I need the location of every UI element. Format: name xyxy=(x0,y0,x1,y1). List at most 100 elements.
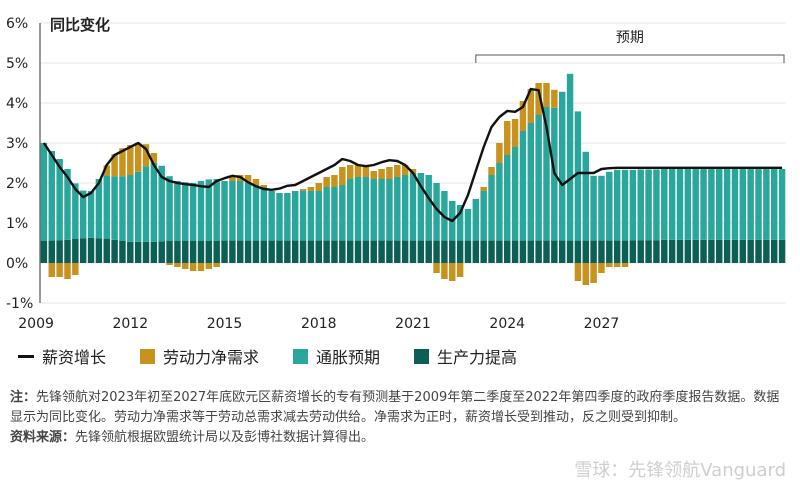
bar-inflation xyxy=(103,175,110,239)
bar-labor-demand xyxy=(582,263,589,285)
bar-inflation xyxy=(425,175,432,241)
bar-inflation xyxy=(558,91,566,241)
bar-inflation xyxy=(488,175,495,241)
bar-labor-demand xyxy=(606,263,613,267)
bar-inflation xyxy=(346,179,354,241)
bar-inflation xyxy=(158,165,165,242)
bar-labor-demand xyxy=(252,179,260,185)
bar-productivity xyxy=(425,240,432,263)
bar-productivity xyxy=(409,240,417,263)
bar-labor-demand xyxy=(213,263,220,267)
bar-labor-demand xyxy=(182,263,189,269)
source-text: 资料来源：先锋领航根据欧盟统计局以及彭博社数据计算得出。 xyxy=(10,428,790,448)
bar-productivity xyxy=(449,240,456,263)
bar-productivity xyxy=(237,240,244,263)
bar-inflation xyxy=(323,187,330,241)
y-tick-label: 1% xyxy=(6,216,28,232)
bar-productivity xyxy=(174,241,181,263)
bar-inflation xyxy=(111,176,118,240)
bar-inflation xyxy=(464,209,472,241)
x-tick-label: 2009 xyxy=(18,316,54,332)
bar-labor-demand xyxy=(433,263,440,273)
y-tick-label: 2% xyxy=(6,176,28,192)
bar-productivity xyxy=(331,240,338,263)
bar-labor-demand xyxy=(229,177,236,181)
bar-inflation xyxy=(127,175,134,242)
bar-productivity xyxy=(95,238,103,263)
bar-inflation xyxy=(543,107,550,241)
bar-inflation xyxy=(456,205,464,241)
bar-labor-demand xyxy=(72,263,79,275)
bar-productivity xyxy=(134,241,142,263)
bar-productivity xyxy=(378,240,385,263)
bar-inflation xyxy=(142,166,150,242)
bar-labor-demand xyxy=(166,263,173,265)
bar-productivity xyxy=(284,240,291,263)
bar-labor-demand xyxy=(331,175,338,187)
bar-productivity xyxy=(260,240,268,263)
bar-inflation xyxy=(684,169,692,240)
bar-productivity xyxy=(244,240,252,263)
bar-productivity xyxy=(401,240,409,263)
bar-inflation xyxy=(339,185,346,241)
bar-inflation xyxy=(48,151,55,241)
bar-labor-demand xyxy=(441,263,448,279)
bar-inflation xyxy=(331,187,338,241)
bar-productivity xyxy=(590,240,597,263)
bar-inflation xyxy=(708,169,715,240)
bar-productivity xyxy=(291,240,299,263)
bar-inflation xyxy=(661,169,668,240)
bar-productivity xyxy=(197,241,205,263)
bar-labor-demand xyxy=(535,83,542,115)
bar-inflation xyxy=(182,182,189,241)
source-body: 先锋领航根据欧盟统计局以及彭博社数据计算得出。 xyxy=(75,430,375,445)
x-tick-labels: 2009 2012 2015 2018 2021 2024 2027 xyxy=(18,316,619,332)
bar-productivity xyxy=(692,239,699,263)
bar-inflation xyxy=(504,155,511,241)
bar-inflation xyxy=(409,173,417,241)
bar-inflation xyxy=(778,169,786,240)
bar-productivity xyxy=(723,239,731,263)
bar-labor-demand xyxy=(189,263,197,271)
legend-label-wage: 薪资增长 xyxy=(42,348,107,367)
bar-inflation xyxy=(700,169,707,240)
bar-productivity xyxy=(307,240,315,263)
y-tick-label: 4% xyxy=(6,96,28,112)
bar-inflation xyxy=(613,169,621,241)
bar-labor-demand xyxy=(551,89,558,108)
x-tick-label: 2021 xyxy=(395,316,431,332)
bar-inflation xyxy=(621,169,629,241)
y-tick-label: 5% xyxy=(6,56,28,72)
bar-productivity xyxy=(480,240,487,263)
bar-productivity xyxy=(527,240,535,263)
bar-inflation xyxy=(527,123,535,241)
bar-productivity xyxy=(386,240,393,263)
bar-inflation xyxy=(95,179,103,239)
bar-inflation xyxy=(747,169,754,240)
bar-inflation xyxy=(653,169,660,241)
bar-inflation xyxy=(221,181,228,241)
bar-labor-demand xyxy=(449,263,456,281)
wage-growth-line xyxy=(42,87,783,223)
x-tick-label: 2024 xyxy=(489,316,525,332)
bar-labor-demand xyxy=(543,83,550,107)
bar-labor-demand xyxy=(134,143,142,172)
bar-inflation xyxy=(189,183,197,241)
bar-labor-demand xyxy=(260,185,268,187)
bar-productivity xyxy=(613,240,621,263)
legend-label-productivity: 生产力提高 xyxy=(437,348,518,367)
bar-labor-demand xyxy=(307,187,315,191)
bar-productivity xyxy=(111,239,118,263)
bar-productivity xyxy=(676,239,684,263)
bar-productivity xyxy=(221,240,228,263)
legend-item-inflation: 通胀预期 xyxy=(293,344,380,368)
bar-inflation xyxy=(472,199,480,241)
bar-productivity xyxy=(64,239,71,263)
bar-productivity xyxy=(150,241,158,263)
bar-productivity xyxy=(778,239,786,263)
y-tick-label: 6% xyxy=(6,16,28,32)
bar-inflation xyxy=(370,179,377,241)
bar-productivity xyxy=(731,239,739,263)
bar-labor-demand xyxy=(56,263,63,277)
bar-productivity xyxy=(598,240,605,263)
